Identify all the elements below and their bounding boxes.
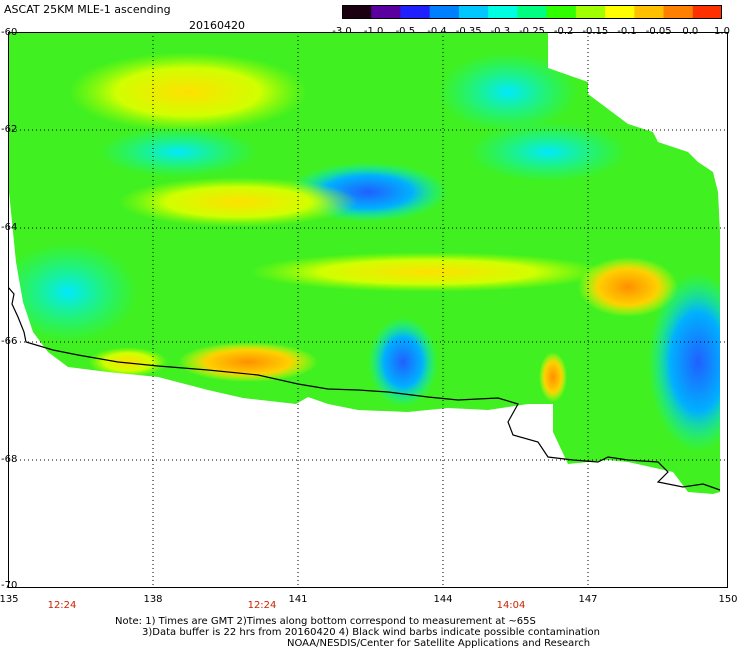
lon-label-147: 147 — [578, 594, 598, 605]
wind-field — [8, 32, 720, 494]
colorbar-segment — [488, 5, 518, 19]
coastline — [8, 286, 721, 491]
lat-label-62: -62 — [1, 124, 18, 135]
lat-label-68: -68 — [1, 454, 18, 465]
footnote-line-1: Note: 1) Times are GMT 2)Times along bot… — [115, 616, 536, 627]
colorbar-label: -0.35 — [455, 26, 482, 37]
time-label-1: 12:24 — [47, 600, 77, 611]
colorbar — [342, 5, 722, 19]
lon-label-135: 135 — [0, 594, 19, 605]
colorbar-segment — [458, 5, 489, 19]
map-title: ASCAT 25KM MLE-1 ascending — [4, 3, 171, 16]
lat-label-70: -70 — [1, 580, 18, 591]
lon-label-150: 150 — [718, 594, 738, 605]
credit-line: NOAA/NESDIS/Center for Satellite Applica… — [287, 638, 591, 649]
colorbar-segment — [371, 5, 401, 19]
footnote-line-2: 3)Data buffer is 22 hrs from 20160420 4)… — [142, 627, 600, 638]
colorbar-label: -0.25 — [519, 26, 545, 37]
colorbar-segment — [575, 5, 606, 19]
lon-label-138: 138 — [143, 594, 163, 605]
colorbar-segment — [663, 5, 694, 19]
lat-label-66: -66 — [1, 336, 18, 347]
lat-label-60: -60 — [1, 27, 18, 38]
colorbar-label: -3.0 — [332, 26, 352, 37]
colorbar-label: -0.5 — [395, 26, 416, 37]
time-label-3: 14:04 — [496, 600, 526, 611]
colorbar-label: -0.15 — [582, 26, 609, 37]
time-label-2: 12:24 — [247, 600, 277, 611]
colorbar-segment — [517, 5, 548, 19]
colorbar-label: 1.0 — [714, 26, 730, 37]
colorbar-label: 0.0 — [682, 26, 699, 37]
lon-label-141: 141 — [288, 594, 308, 605]
colorbar-label: -0.3 — [490, 26, 511, 37]
colorbar-segment — [692, 5, 722, 19]
colorbar-segment — [400, 5, 431, 19]
colorbar-segment — [605, 5, 635, 19]
map-border — [8, 32, 728, 588]
lat-label-64: -64 — [1, 222, 18, 233]
colorbar-label: -1.0 — [363, 26, 384, 37]
map-date: 20160420 — [189, 19, 245, 32]
colorbar-segment — [429, 5, 460, 19]
colorbar-label: -0.4 — [427, 26, 447, 37]
lon-label-144: 144 — [433, 594, 453, 605]
colorbar-label: -0.2 — [553, 26, 574, 37]
colorbar-segment — [342, 5, 372, 19]
colorbar-segment — [634, 5, 665, 19]
colorbar-label: -0.1 — [617, 26, 637, 37]
footnote: Note: 1) Times are GMT 2)Times along bot… — [115, 616, 600, 638]
colorbar-segment — [546, 5, 577, 19]
colorbar-label: -0.05 — [645, 26, 672, 37]
graticule — [8, 32, 728, 588]
map-panel — [8, 32, 728, 588]
